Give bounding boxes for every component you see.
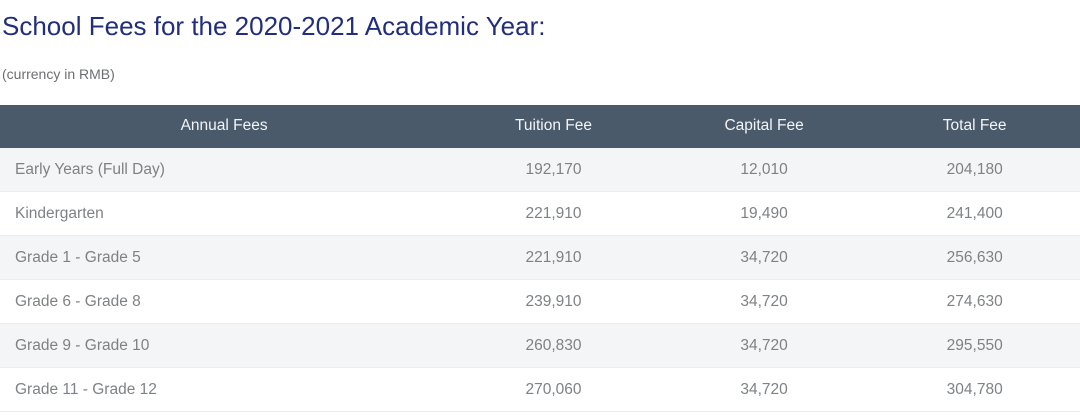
cell-tuition-fee: 260,830 (525, 336, 582, 354)
cell-total-fee: 256,630 (946, 248, 1003, 266)
table-row: Grade 9 - Grade 10 260,830 34,720 295,550 (0, 323, 1080, 368)
cell-tuition-fee: 192,170 (525, 160, 582, 178)
table-row: Early Years (Full Day) 192,170 12,010 204,1… (0, 147, 1080, 192)
table-row: Grade 1 - Grade 5 221,910 34,720 256,630 (0, 235, 1080, 280)
cell-capital-fee: 34,720 (740, 336, 788, 354)
col-header-annual-fees: Annual Fees (0, 104, 449, 148)
cell-total-fee: 304,780 (946, 380, 1003, 398)
cell-capital-fee: 19,490 (740, 204, 788, 222)
currency-note: (currency in RMB) (2, 65, 115, 82)
cell-tuition-fee: 270,060 (525, 380, 582, 398)
cell-total-fee: 274,630 (946, 292, 1003, 310)
cell-capital-fee: 34,720 (740, 248, 788, 266)
cell-tuition-fee: 239,910 (525, 292, 582, 310)
cell-capital-fee: 34,720 (740, 380, 788, 398)
fees-page: School Fees for the 2020-2021 Academic Y… (0, 11, 1080, 413)
table-row: Grade 6 - Grade 8 239,910 34,720 274,630 (0, 279, 1080, 324)
cell-total-fee: 295,550 (946, 336, 1003, 354)
table-row: Kindergarten 221,910 19,490 241,400 (0, 191, 1080, 236)
col-header-total-fee: Total Fee (869, 104, 1080, 148)
cell-annual-fees: Grade 9 - Grade 10 (15, 336, 150, 354)
cell-total-fee: 241,400 (946, 204, 1003, 222)
cell-tuition-fee: 221,910 (525, 204, 582, 222)
fees-table: Annual Fees Tuition Fee Capital Fee Tota… (0, 104, 1080, 413)
col-header-capital-fee: Capital Fee (658, 104, 870, 148)
cell-annual-fees: Early Years (Full Day) (15, 160, 165, 178)
cell-annual-fees: Grade 1 - Grade 5 (15, 248, 141, 266)
cell-tuition-fee: 221,910 (525, 248, 582, 266)
cell-annual-fees: Grade 11 - Grade 12 (15, 380, 157, 398)
table-row: Grade 11 - Grade 12 270,060 34,720 304,780 (0, 367, 1080, 412)
cell-capital-fee: 34,720 (740, 292, 788, 310)
table-body: Early Years (Full Day) 192,170 12,010 204,1… (0, 147, 1080, 412)
table-header-row: Annual Fees Tuition Fee Capital Fee Tota… (0, 104, 1080, 148)
cell-total-fee: 204,180 (946, 160, 1003, 178)
page-title: School Fees for the 2020-2021 Academic Y… (2, 11, 546, 41)
cell-annual-fees: Kindergarten (15, 204, 104, 222)
cell-capital-fee: 12,010 (740, 160, 788, 178)
cell-annual-fees: Grade 6 - Grade 8 (15, 292, 141, 310)
col-header-tuition-fee: Tuition Fee (448, 104, 659, 148)
